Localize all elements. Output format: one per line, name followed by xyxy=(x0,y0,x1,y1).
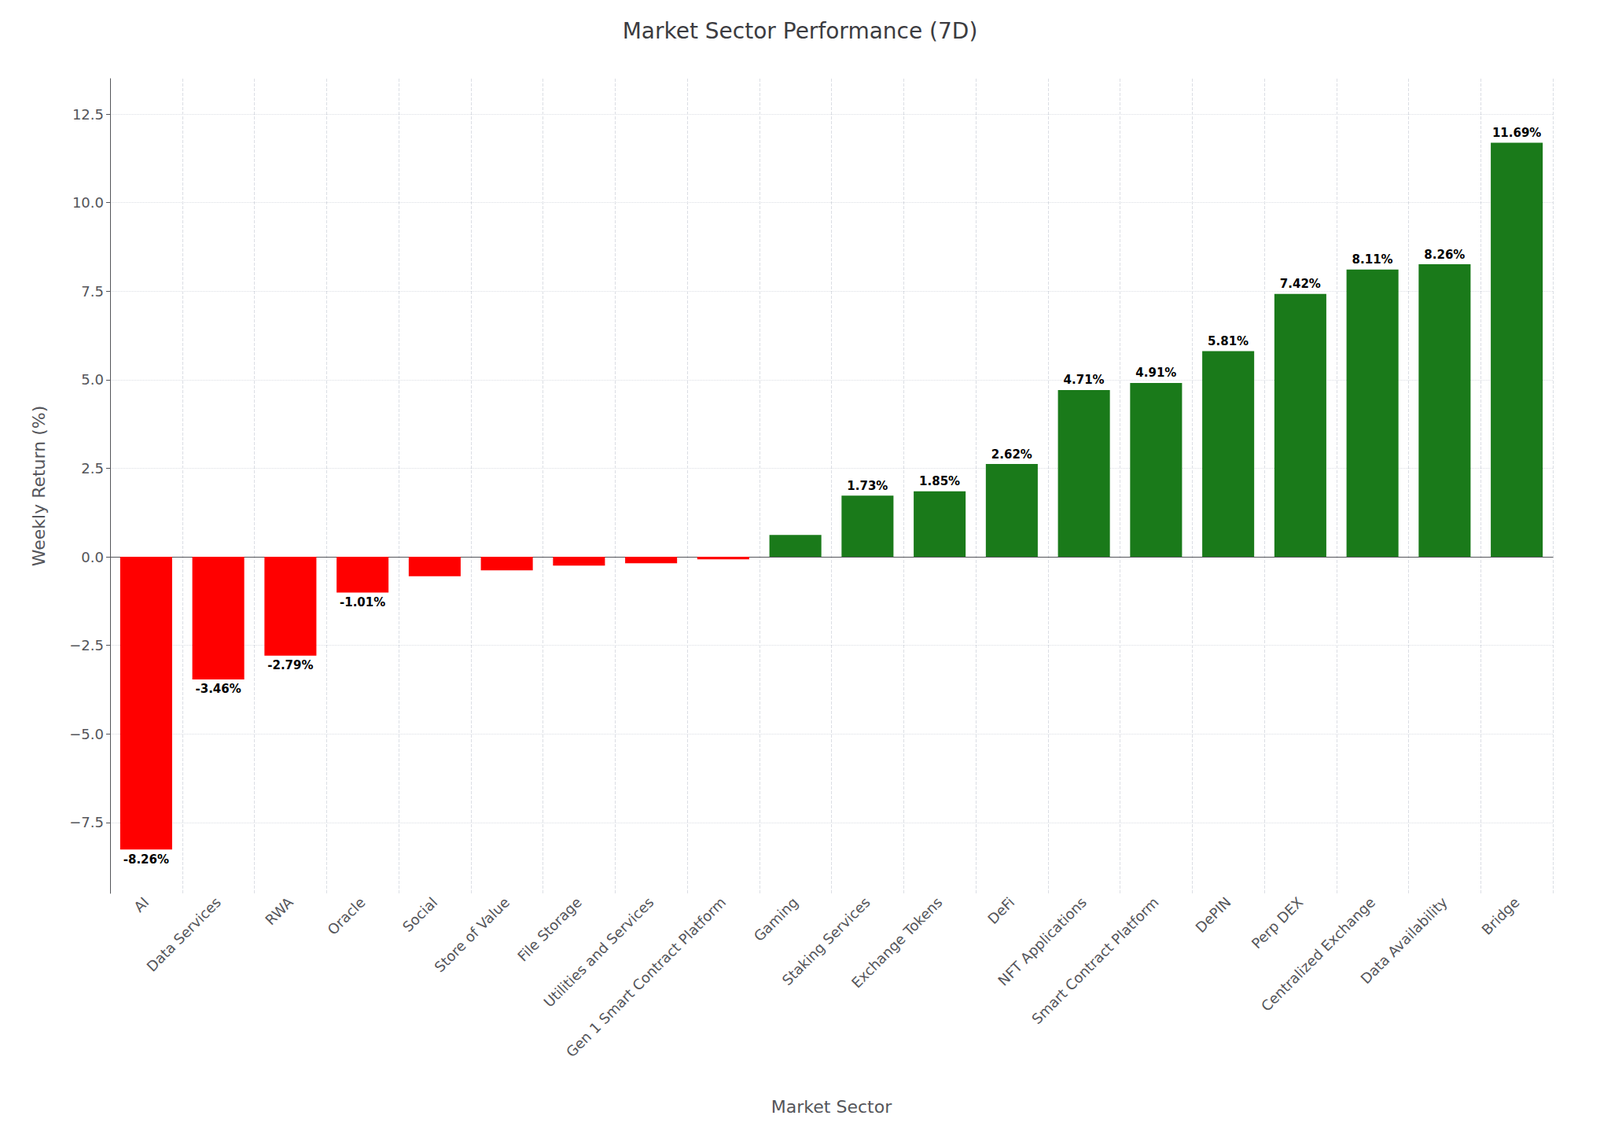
svg-text:12.5: 12.5 xyxy=(72,106,104,123)
svg-text:Data Availability: Data Availability xyxy=(1357,893,1451,987)
svg-text:Perp DEX: Perp DEX xyxy=(1248,893,1307,953)
svg-text:Gen 1 Smart Contract Platform: Gen 1 Smart Contract Platform xyxy=(562,893,730,1061)
svg-text:1.85%: 1.85% xyxy=(919,474,960,489)
svg-text:Oracle: Oracle xyxy=(323,893,368,938)
svg-text:10.0: 10.0 xyxy=(72,194,104,211)
svg-text:Data Services: Data Services xyxy=(143,893,225,975)
svg-text:-1.01%: -1.01% xyxy=(339,595,386,610)
svg-text:7.5: 7.5 xyxy=(80,283,104,300)
svg-text:7.42%: 7.42% xyxy=(1280,276,1321,291)
svg-text:1.73%: 1.73% xyxy=(846,478,888,493)
svg-text:File Storage: File Storage xyxy=(514,893,585,965)
svg-text:-2.79%: -2.79% xyxy=(267,658,313,673)
svg-text:-8.26%: -8.26% xyxy=(123,852,170,867)
svg-text:Centralized Exchange: Centralized Exchange xyxy=(1257,893,1379,1015)
svg-text:Store of Value: Store of Value xyxy=(430,893,513,976)
svg-text:Bridge: Bridge xyxy=(1478,893,1523,938)
svg-text:2.5: 2.5 xyxy=(80,459,104,477)
svg-text:Gaming: Gaming xyxy=(750,893,802,946)
svg-text:Exchange Tokens: Exchange Tokens xyxy=(848,893,946,992)
svg-text:Smart Contract Platform: Smart Contract Platform xyxy=(1028,893,1163,1028)
svg-text:-3.46%: -3.46% xyxy=(194,681,241,696)
svg-text:Market Sector: Market Sector xyxy=(771,1096,893,1117)
svg-text:DePIN: DePIN xyxy=(1191,893,1234,936)
svg-text:RWA: RWA xyxy=(261,893,297,928)
svg-text:NFT Applications: NFT Applications xyxy=(994,893,1090,989)
svg-text:−5.0: −5.0 xyxy=(69,725,104,743)
svg-text:DeFi: DeFi xyxy=(984,893,1018,927)
svg-text:5.81%: 5.81% xyxy=(1207,334,1249,349)
svg-text:−2.5: −2.5 xyxy=(69,636,104,654)
svg-text:4.71%: 4.71% xyxy=(1063,372,1105,387)
svg-text:5.0: 5.0 xyxy=(80,371,104,388)
svg-text:Staking Services: Staking Services xyxy=(778,893,874,989)
svg-text:4.91%: 4.91% xyxy=(1135,365,1177,380)
svg-text:Utilities and Services: Utilities and Services xyxy=(540,893,657,1011)
svg-text:−7.5: −7.5 xyxy=(69,813,104,831)
svg-text:AI: AI xyxy=(130,893,152,916)
svg-text:Social: Social xyxy=(399,893,442,936)
svg-text:8.11%: 8.11% xyxy=(1352,252,1394,267)
svg-text:Market Sector Performance (7D): Market Sector Performance (7D) xyxy=(622,18,979,45)
svg-text:Weekly Return (%): Weekly Return (%) xyxy=(29,405,49,567)
svg-text:0.0: 0.0 xyxy=(80,548,104,566)
svg-text:2.62%: 2.62% xyxy=(991,447,1033,462)
svg-text:8.26%: 8.26% xyxy=(1423,247,1465,262)
svg-text:11.69%: 11.69% xyxy=(1492,125,1542,140)
